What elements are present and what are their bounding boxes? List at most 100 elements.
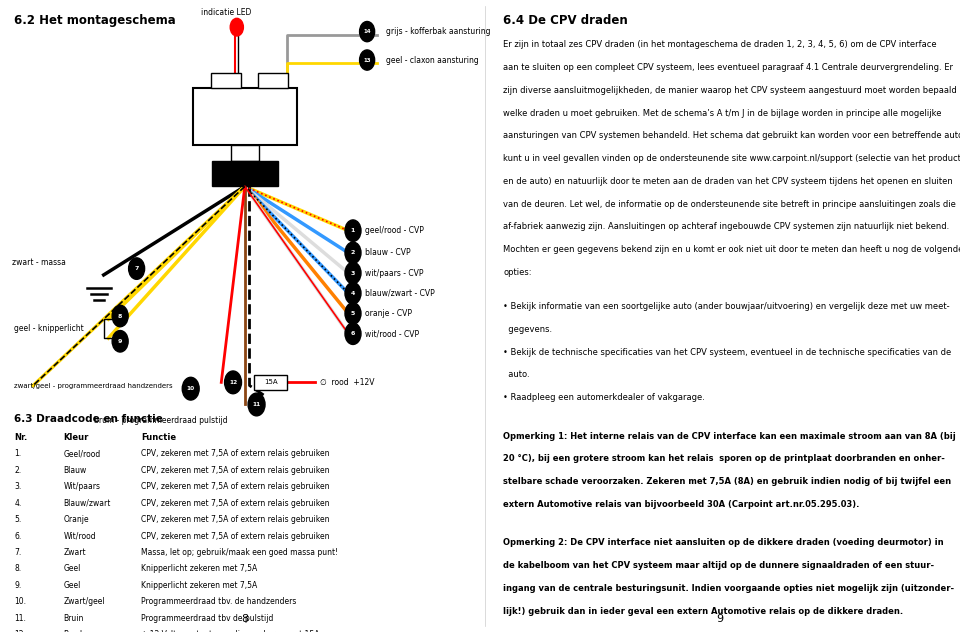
Text: 15A: 15A <box>264 379 277 386</box>
Text: indicatie LED: indicatie LED <box>201 8 252 17</box>
Text: blauw - CVP: blauw - CVP <box>365 248 410 257</box>
Circle shape <box>248 393 265 416</box>
Text: kunt u in veel gevallen vinden op de ondersteunende site www.carpoint.nl/support: kunt u in veel gevallen vinden op de ond… <box>503 154 960 163</box>
Circle shape <box>345 220 361 241</box>
Text: 9: 9 <box>118 339 122 344</box>
Text: CPV, zekeren met 7,5A of extern relais gebruiken: CPV, zekeren met 7,5A of extern relais g… <box>141 515 330 524</box>
Text: Wit/rood: Wit/rood <box>63 532 96 540</box>
Text: en de auto) en natuurlijk door te meten aan de draden van het CPV systeem tijden: en de auto) en natuurlijk door te meten … <box>503 177 953 186</box>
Text: 9.: 9. <box>14 581 21 590</box>
Text: Opmerking 2: De CPV interface niet aansluiten op de dikkere draden (voeding deur: Opmerking 2: De CPV interface niet aansl… <box>503 538 944 547</box>
Text: lijk!) gebruik dan in ieder geval een extern Automotive relais op de dikkere dra: lijk!) gebruik dan in ieder geval een ex… <box>503 607 903 616</box>
Text: geel - knipperlicht: geel - knipperlicht <box>14 324 84 333</box>
Text: 3: 3 <box>350 270 355 276</box>
Text: • Raadpleeg een automerkdealer of vakgarage.: • Raadpleeg een automerkdealer of vakgar… <box>503 393 706 402</box>
Circle shape <box>345 242 361 264</box>
Text: 9: 9 <box>716 614 724 624</box>
Circle shape <box>345 262 361 284</box>
Text: 5.: 5. <box>14 515 21 524</box>
Text: 4: 4 <box>350 291 355 296</box>
Circle shape <box>230 18 244 36</box>
Text: 7: 7 <box>134 266 139 271</box>
Text: aan te sluiten op een compleet CPV systeem, lees eventueel paragraaf 4.1 Central: aan te sluiten op een compleet CPV syste… <box>503 63 953 72</box>
Text: 12.: 12. <box>14 630 26 632</box>
Text: Programmeerdraad tbv de pulstijd: Programmeerdraad tbv de pulstijd <box>141 614 274 623</box>
Text: geel/rood - CVP: geel/rood - CVP <box>365 226 423 235</box>
Text: Blauw/zwart: Blauw/zwart <box>63 499 111 507</box>
Circle shape <box>360 50 374 70</box>
Bar <box>257 73 288 88</box>
Circle shape <box>225 371 242 394</box>
Circle shape <box>360 21 374 42</box>
Text: stelbare schade veroorzaken. Zekeren met 7,5A (8A) en gebruik indien nodig of bi: stelbare schade veroorzaken. Zekeren met… <box>503 477 951 486</box>
Text: van de deuren. Let wel, de informatie op de ondersteunende site betreft in princ: van de deuren. Let wel, de informatie op… <box>503 200 956 209</box>
Text: Functie: Functie <box>141 433 177 442</box>
Text: extern Automotive relais van bijvoorbeeld 30A (Carpoint art.nr.05.295.03).: extern Automotive relais van bijvoorbeel… <box>503 500 860 509</box>
Text: Geel: Geel <box>63 581 81 590</box>
Text: CPV, zekeren met 7,5A of extern relais gebruiken: CPV, zekeren met 7,5A of extern relais g… <box>141 482 330 491</box>
Text: af-fabriek aanwezig zijn. Aansluitingen op achteraf ingebouwde CPV systemen zijn: af-fabriek aanwezig zijn. Aansluitingen … <box>503 222 949 231</box>
Bar <box>212 161 277 186</box>
Text: wit/paars - CVP: wit/paars - CVP <box>365 269 423 277</box>
Text: 11.: 11. <box>14 614 26 623</box>
Text: Rood: Rood <box>63 630 83 632</box>
Text: CPV, zekeren met 7,5A of extern relais gebruiken: CPV, zekeren met 7,5A of extern relais g… <box>141 499 330 507</box>
Text: Opmerking 1: Het interne relais van de CPV interface kan een maximale stroom aan: Opmerking 1: Het interne relais van de C… <box>503 432 956 441</box>
Circle shape <box>345 303 361 324</box>
Text: 14: 14 <box>363 29 371 34</box>
Text: grijs - kofferbak aansturing: grijs - kofferbak aansturing <box>386 27 491 36</box>
Bar <box>230 145 259 161</box>
Text: 8.: 8. <box>14 564 21 573</box>
Circle shape <box>182 377 199 400</box>
Text: zwart - massa: zwart - massa <box>12 258 66 267</box>
Text: geel - claxon aansturing: geel - claxon aansturing <box>386 56 479 64</box>
Text: Kleur: Kleur <box>63 433 89 442</box>
Text: Geel: Geel <box>63 564 81 573</box>
Text: 8: 8 <box>118 313 122 319</box>
Text: ingang van de centrale besturingsunit. Indien voorgaande opties niet mogelijk zi: ingang van de centrale besturingsunit. I… <box>503 584 954 593</box>
Text: 5: 5 <box>350 311 355 316</box>
Circle shape <box>345 323 361 344</box>
Text: 12: 12 <box>228 380 237 385</box>
Text: • Bekijk informatie van een soortgelijke auto (ander bouwjaar/uitvoering) en ver: • Bekijk informatie van een soortgelijke… <box>503 302 950 311</box>
Bar <box>210 73 241 88</box>
Circle shape <box>112 305 128 327</box>
Circle shape <box>129 258 145 279</box>
Bar <box>254 375 287 390</box>
Text: 6.4 De CPV draden: 6.4 De CPV draden <box>503 14 628 27</box>
Text: Zwart/geel: Zwart/geel <box>63 597 106 606</box>
Text: + 12 Volt constante voeding, zekeren met 15A: + 12 Volt constante voeding, zekeren met… <box>141 630 320 632</box>
Text: 6.: 6. <box>14 532 21 540</box>
Text: 13: 13 <box>363 58 371 63</box>
Text: Geel/rood: Geel/rood <box>63 449 101 458</box>
Text: oranje - CVP: oranje - CVP <box>365 309 412 318</box>
Text: Er zijn in totaal zes CPV draden (in het montageschema de draden 1, 2, 3, 4, 5, : Er zijn in totaal zes CPV draden (in het… <box>503 40 937 49</box>
Text: zijn diverse aansluitmogelijkheden, de manier waarop het CPV systeem aangestuurd: zijn diverse aansluitmogelijkheden, de m… <box>503 86 957 95</box>
Text: 10: 10 <box>186 386 195 391</box>
Text: Blauw: Blauw <box>63 466 87 475</box>
Text: 3.: 3. <box>14 482 21 491</box>
Text: de kabelboom van het CPV systeem maar altijd op de dunnere signaaldraden of een : de kabelboom van het CPV systeem maar al… <box>503 561 934 570</box>
Text: CPV, zekeren met 7,5A of extern relais gebruiken: CPV, zekeren met 7,5A of extern relais g… <box>141 449 330 458</box>
Text: 11: 11 <box>252 402 261 407</box>
Text: opties:: opties: <box>503 268 532 277</box>
Text: Massa, let op; gebruik/maak een goed massa punt!: Massa, let op; gebruik/maak een goed mas… <box>141 548 339 557</box>
Text: aansturingen van CPV systemen behandeld. Het schema dat gebruikt kan worden voor: aansturingen van CPV systemen behandeld.… <box>503 131 960 140</box>
Text: 8: 8 <box>241 614 249 624</box>
Text: • Bekijk de technische specificaties van het CPV systeem, eventueel in de techni: • Bekijk de technische specificaties van… <box>503 348 951 356</box>
Text: 10.: 10. <box>14 597 26 606</box>
Text: 4.: 4. <box>14 499 21 507</box>
Text: Knipperlicht zekeren met 7,5A: Knipperlicht zekeren met 7,5A <box>141 564 257 573</box>
Text: ∅  rood  +12V: ∅ rood +12V <box>320 378 374 387</box>
Bar <box>193 88 297 145</box>
Text: 6.2 Het montageschema: 6.2 Het montageschema <box>14 14 176 27</box>
Text: Oranje: Oranje <box>63 515 89 524</box>
Text: 1: 1 <box>350 228 355 233</box>
Text: CPV, zekeren met 7,5A of extern relais gebruiken: CPV, zekeren met 7,5A of extern relais g… <box>141 532 330 540</box>
Text: gegevens.: gegevens. <box>503 325 553 334</box>
Text: 7.: 7. <box>14 548 21 557</box>
Text: Bruin: Bruin <box>63 614 84 623</box>
Text: zwart/geel - programmeerdraad handzenders: zwart/geel - programmeerdraad handzender… <box>14 382 173 389</box>
Text: 6: 6 <box>350 331 355 336</box>
Text: 20 °C), bij een grotere stroom kan het relais  sporen op de printplaat doorbrand: 20 °C), bij een grotere stroom kan het r… <box>503 454 946 463</box>
